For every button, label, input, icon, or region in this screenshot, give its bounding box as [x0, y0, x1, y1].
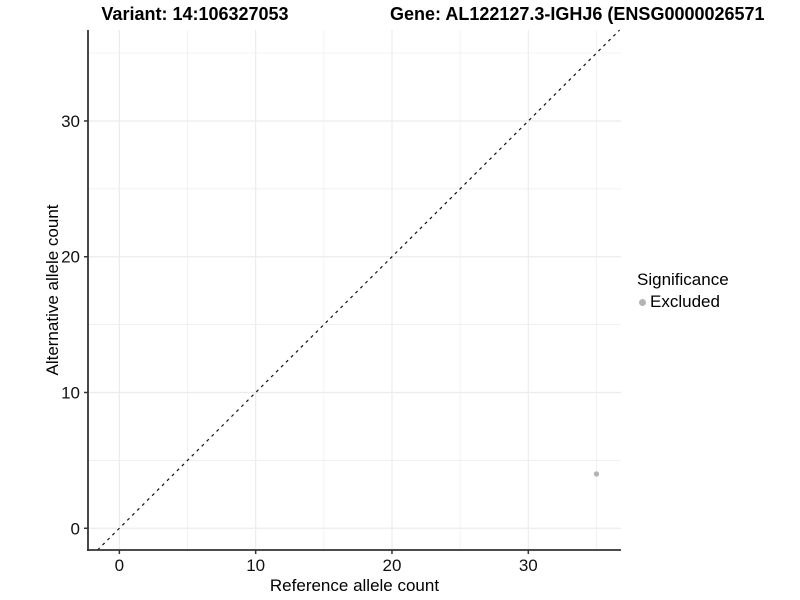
y-tick-label: 0 — [71, 519, 80, 538]
x-tick-label: 30 — [519, 556, 538, 575]
legend-entry-excluded: Excluded — [639, 292, 729, 312]
data-points — [593, 471, 600, 477]
legend: Significance Excluded — [637, 270, 729, 312]
y-tick-label: 20 — [61, 248, 80, 267]
legend-entry-label: Excluded — [650, 292, 720, 311]
x-axis-title: Reference allele count — [269, 576, 440, 595]
y-axis-title: Alternative allele count — [43, 204, 62, 376]
legend-title: Significance — [637, 270, 729, 289]
data-point — [593, 471, 600, 477]
title-gene: Gene: AL122127.3-IGHJ6 (ENSG0000026571 — [390, 4, 765, 24]
x-tick-label: 0 — [115, 556, 124, 575]
x-tick-label: 10 — [246, 556, 265, 575]
legend-point-icon — [639, 298, 646, 306]
y-tick-label: 30 — [61, 112, 80, 131]
title-variant: Variant: 14:106327053 — [101, 4, 289, 24]
axis-ticks: 0 10 20 30 0 10 20 30 — [61, 112, 538, 575]
y-tick-label: 10 — [61, 384, 80, 403]
identity-reference-line — [97, 29, 621, 551]
gridlines — [88, 30, 621, 550]
x-tick-label: 20 — [383, 556, 402, 575]
